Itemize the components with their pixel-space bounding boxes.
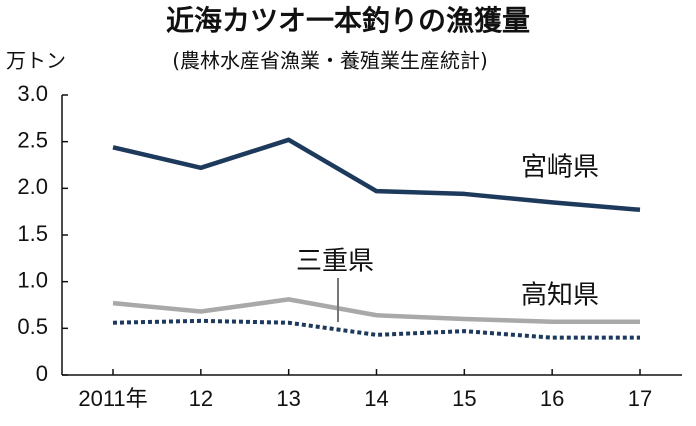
series-line: [112, 297, 640, 325]
y-tick-label: 0: [36, 361, 48, 386]
series-label: 高知県: [521, 281, 599, 311]
y-axis-label: 万トン: [6, 49, 66, 73]
x-tick-label: 12: [189, 386, 213, 411]
x-tick-label: 17: [628, 386, 652, 411]
y-tick-label: 1.0: [17, 267, 48, 292]
series-label: 宮崎県: [521, 153, 599, 183]
series-line: [112, 137, 641, 213]
x-tick-label: 14: [364, 386, 388, 411]
x-tick-label: 15: [452, 386, 476, 411]
chart-title: 近海カツオ一本釣りの漁獲量: [166, 4, 530, 37]
x-tick-label: 13: [276, 386, 300, 411]
y-tick-label: 3.0: [17, 81, 48, 106]
series-line: [112, 318, 640, 340]
series-label: 三重県: [296, 247, 374, 277]
x-tick-label: 16: [540, 386, 564, 411]
y-tick-label: 1.5: [17, 221, 48, 246]
y-tick-label: 2.0: [17, 174, 48, 199]
y-tick-label: 2.5: [17, 127, 48, 152]
chart-subtitle: (農林水産省漁業・養殖業生産統計): [172, 49, 488, 73]
y-tick-label: 0.5: [17, 314, 48, 339]
x-tick-label: 2011年: [78, 386, 147, 411]
